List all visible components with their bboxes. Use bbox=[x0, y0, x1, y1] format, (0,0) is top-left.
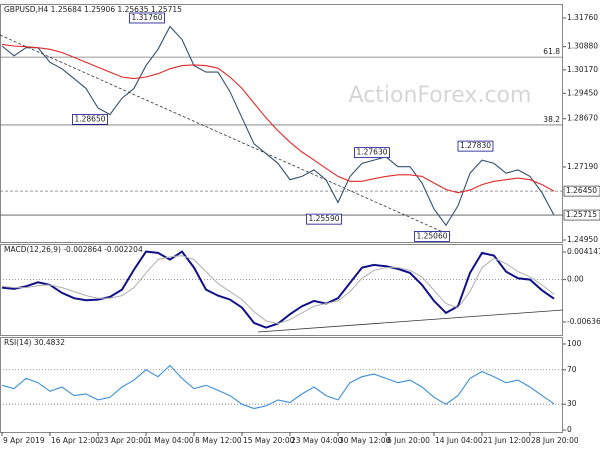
fib-label: 38.2 bbox=[543, 115, 560, 124]
annotation-label: 1.27830 bbox=[460, 141, 491, 150]
annotation-box bbox=[457, 140, 494, 152]
trendline bbox=[257, 309, 564, 333]
y-tick-label: 1.27190 bbox=[567, 162, 598, 171]
y-tick-label: 70 bbox=[567, 365, 577, 374]
y-tick-label: 100 bbox=[567, 339, 582, 348]
annotation-label: 1.28650 bbox=[74, 114, 105, 123]
panel-frame bbox=[0, 337, 563, 433]
annotation-label: 1.25590 bbox=[308, 214, 339, 223]
series-line bbox=[1, 25, 555, 227]
series-line bbox=[1, 255, 555, 325]
level-label: 1.25715 bbox=[566, 210, 597, 219]
annotation-box bbox=[414, 231, 450, 242]
panel-title: RSI(14) 30.4832 bbox=[4, 338, 65, 347]
annotation-box bbox=[72, 113, 108, 125]
x-tick-label: 30 May 12:00 bbox=[339, 436, 391, 445]
annotation-label: 1.31760 bbox=[131, 13, 162, 22]
y-tick-label: 0 bbox=[567, 425, 572, 434]
level-label: 1.26450 bbox=[566, 186, 597, 195]
x-tick-label: 9 Apr 2019 bbox=[3, 436, 45, 445]
series-line bbox=[1, 43, 555, 194]
x-tick-label: 28 Jun 20:00 bbox=[531, 436, 579, 445]
x-tick-label: 15 May 20:00 bbox=[243, 436, 295, 445]
annotation-label: 1.27630 bbox=[356, 148, 387, 157]
annotation-box bbox=[354, 147, 390, 159]
x-tick-label: 21 Jun 12:00 bbox=[483, 436, 531, 445]
x-tick-label: 8 May 12:00 bbox=[195, 436, 242, 445]
panel-frame bbox=[0, 244, 563, 336]
y-tick-label: 1.28670 bbox=[567, 114, 598, 123]
series-line bbox=[1, 364, 555, 410]
annotation-label: 1.25060 bbox=[416, 231, 447, 240]
y-tick-label: 1.30170 bbox=[567, 65, 598, 74]
y-tick-label: 1.24950 bbox=[567, 235, 598, 244]
x-tick-label: 14 Jun 04:00 bbox=[435, 436, 483, 445]
level-label-box bbox=[563, 209, 600, 221]
x-tick-label: 6 Jun 20:00 bbox=[387, 436, 430, 445]
panel-title: MACD(12,26,9) -0.002864 -0.002204 bbox=[4, 245, 143, 254]
x-tick-label: 23 Apr 20:00 bbox=[99, 436, 148, 445]
y-tick-label: 1.29450 bbox=[567, 88, 598, 97]
annotation-box bbox=[306, 213, 342, 225]
panel-title: GBPUSD,H4 1.25684 1.25906 1.25635 1.2571… bbox=[4, 5, 182, 14]
x-tick-label: 16 Apr 12:00 bbox=[51, 436, 100, 445]
y-tick-label: 1.30880 bbox=[567, 42, 598, 51]
annotation-box bbox=[129, 12, 165, 24]
y-tick-label: 1.31760 bbox=[567, 13, 598, 22]
y-tick-label: 30 bbox=[567, 399, 577, 408]
panel-frame bbox=[0, 4, 563, 243]
trendline bbox=[0, 34, 453, 237]
y-tick-label: 0.004141 bbox=[567, 247, 600, 256]
x-tick-label: 23 May 04:00 bbox=[291, 436, 343, 445]
watermark: ActionForex.com bbox=[349, 83, 532, 108]
level-label-box bbox=[563, 185, 600, 197]
y-tick-label: -0.006365 bbox=[567, 317, 600, 326]
fib-label: 61.8 bbox=[543, 47, 560, 56]
x-tick-label: 1 May 04:00 bbox=[147, 436, 194, 445]
y-tick-label: 0.00 bbox=[567, 275, 584, 284]
